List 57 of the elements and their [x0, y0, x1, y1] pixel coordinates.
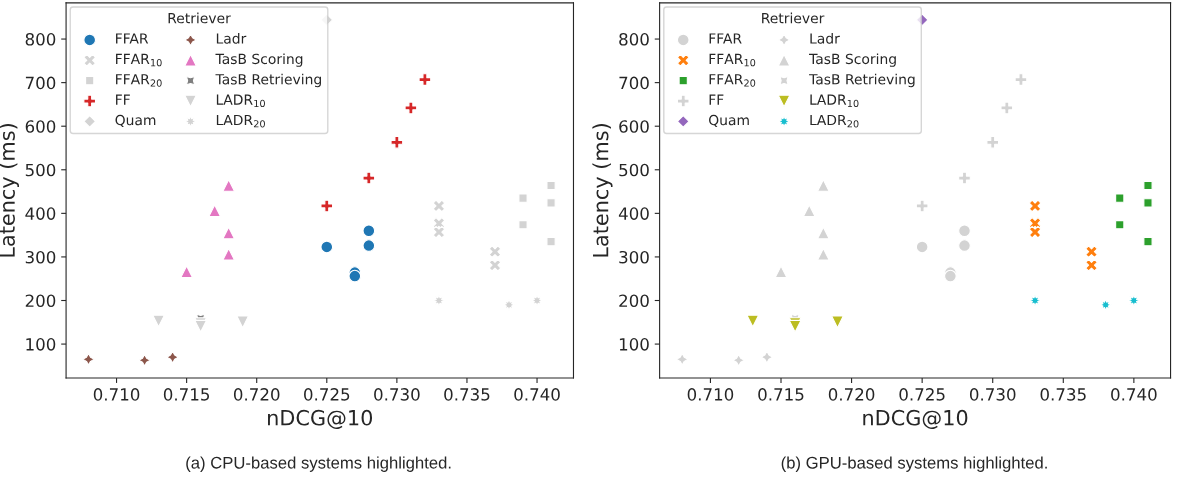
legend-label: TasB Retrieving — [215, 73, 321, 88]
legend-label: TasB Scoring — [809, 53, 896, 67]
y-tick-label: 200 — [619, 294, 649, 308]
y-tick-label: 400 — [618, 207, 649, 220]
x-tick-label: 0.735 — [444, 388, 490, 401]
y-tick-label: 300 — [619, 250, 649, 264]
y-tick-label: 500 — [619, 163, 649, 177]
y-tick-label: 800 — [619, 33, 649, 46]
legend-label: FFAR$_{10}$ — [116, 53, 162, 67]
legend-label: Quam — [709, 114, 749, 127]
x-axis-title: nDCG@10 — [268, 409, 373, 429]
x-tick-label: 0.730 — [969, 388, 1016, 401]
legend-label: FFAR$_{20}$ — [709, 74, 756, 87]
y-tick-label: 700 — [619, 76, 649, 90]
y-tick-label: 200 — [25, 294, 56, 308]
legend-label: FF — [709, 94, 724, 105]
x-tick-label: 0.740 — [1111, 388, 1157, 401]
y-tick-label: 100 — [619, 338, 649, 351]
y-tick-label: 800 — [25, 33, 56, 46]
x-tick-label: 0.710 — [93, 388, 140, 401]
x-tick-label: 0.730 — [374, 388, 420, 401]
legend-label: TasB Retrieving — [809, 73, 915, 88]
legend-label: Quam — [115, 114, 156, 127]
x-tick-label: 0.735 — [1040, 388, 1086, 401]
y-tick-label: 700 — [25, 76, 56, 90]
legend-label: LADR$_{10}$ — [810, 94, 859, 108]
x-tick-label: 0.720 — [233, 388, 280, 401]
x-axis-title: nDCG@10 — [863, 409, 968, 429]
legend-label: LADR$_{20}$ — [810, 114, 859, 128]
y-tick-label: 500 — [25, 163, 56, 177]
x-tick-label: 0.725 — [304, 388, 350, 401]
legend-title: Retriever — [168, 12, 231, 24]
legend-label: Ladr — [810, 32, 840, 44]
y-tick-label: 300 — [25, 250, 56, 264]
legend-label: FF — [116, 94, 130, 105]
x-tick-label: 0.715 — [163, 388, 210, 401]
legend-label: FFAR — [709, 33, 742, 44]
legend-label: LADR$_{20}$ — [216, 114, 265, 128]
y-tick-label: 100 — [26, 338, 56, 351]
legend-label: Ladr — [216, 32, 247, 44]
text: (b) GPU-based systems highlighted. — [781, 456, 1047, 472]
y-tick-label: 400 — [25, 207, 56, 220]
x-tick-label: 0.710 — [687, 388, 734, 401]
x-tick-label: 0.740 — [514, 388, 560, 401]
y-axis-title: Latency (ms) — [592, 124, 613, 257]
legend-label: FFAR$_{20}$ — [116, 74, 162, 87]
legend-label: LADR$_{10}$ — [216, 94, 265, 108]
text: (a) CPU-based systems highlighted. — [186, 456, 451, 472]
y-tick-label: 600 — [619, 120, 649, 133]
x-tick-label: 0.725 — [899, 388, 945, 401]
legend-label: TasB Scoring — [215, 53, 303, 67]
legend-label: FFAR — [116, 33, 149, 44]
legend-title: Retriever — [762, 12, 825, 24]
x-tick-label: 0.715 — [758, 388, 804, 401]
y-tick-label: 600 — [25, 120, 56, 133]
legend-label: FFAR$_{10}$ — [709, 53, 756, 67]
x-tick-label: 0.720 — [828, 388, 875, 401]
